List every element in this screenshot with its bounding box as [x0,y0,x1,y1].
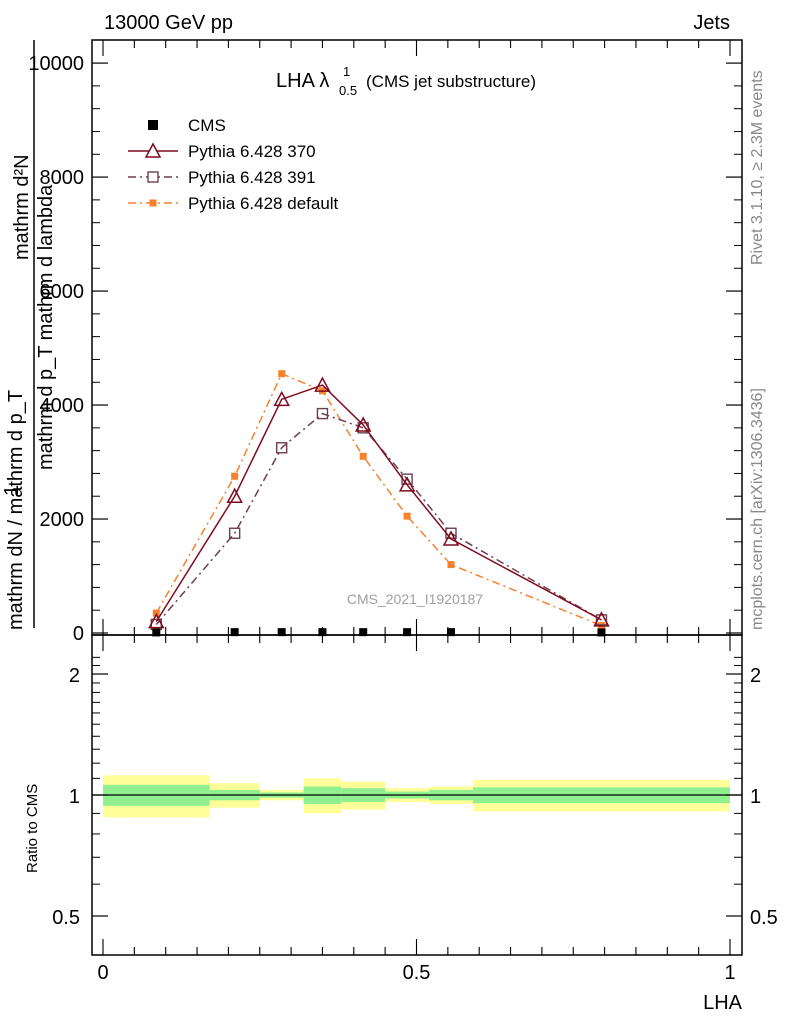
main-ytick-label: 8000 [40,167,85,189]
process-label: Jets [693,12,730,34]
series-pythia-6-428-391 [150,407,608,631]
ratio-ylabel: Ratio to CMS [24,784,41,873]
legend-label: Pythia 6.428 default [188,194,339,213]
main-axis-ticks: 0 2000 4000 6000 8000 10000 [28,40,742,645]
data-point [318,628,327,637]
xtick-label: 0 [97,962,108,984]
data-point [593,611,610,627]
data-point [403,628,412,637]
title-suffix: (CMS jet substructure) [366,72,536,91]
main-title: LHA λ 1 0.5 (CMS jet substructure) [276,64,536,98]
data-point [148,613,165,629]
main-ylabel: mathrm dN / mathrm d p_T 1 mathrm d²N ma… [1,40,57,630]
mcplots-label: mcplots.cern.ch [arXiv:1306.3436] [749,388,766,630]
data-point [359,452,367,460]
main-ytick-label: 2000 [40,509,85,531]
legend-item: Pythia 6.428 default [128,194,339,213]
data-point [359,628,368,637]
legend-label: Pythia 6.428 391 [188,168,316,187]
data-point [597,628,606,637]
ratio-ytick-label-right: 0.5 [750,907,778,929]
legend-item: CMS [148,116,226,135]
ylabel-prefix: 1 [1,485,23,496]
ratio-frame [91,634,743,956]
data-point [277,628,286,637]
series-pythia-6-428-370 [148,376,610,629]
ratio-ytick-label: 0.5 [52,907,80,929]
data-point [442,530,460,546]
ratio-ytick-label-right: 2 [750,665,761,687]
legend-label: Pythia 6.428 370 [188,142,316,161]
main-ytick-label: 4000 [40,395,85,417]
data-point [230,628,239,637]
main-ytick-label: 6000 [40,281,85,303]
main-ytick-label: 10000 [28,53,84,75]
data-point [278,370,286,378]
legend-marker [147,171,159,183]
data-point [354,416,372,432]
ratio-axis-ticks: 0.5 0.5 1 1 2 2 0 0.5 1 [52,635,778,984]
data-point [595,614,608,626]
title-superscript: 1 [343,64,350,79]
ylabel-denominator: mathrm d p_T mathrm d lambda [35,184,57,470]
data-point [231,472,239,480]
title-main: LHA λ [276,70,329,92]
legend: CMS Pythia 6.428 370 Pythia 6.428 391 Pythi… [128,116,339,213]
series-line [155,372,602,627]
data-point [403,512,411,520]
data-point [226,487,243,503]
ylabel-prefix2: mathrm dN / mathrm d p_T [5,390,27,630]
series-cms [152,628,606,637]
analysis-watermark: CMS_2021_I1920187 [347,591,483,607]
data-point [314,376,331,392]
xtick-label: 1 [724,962,735,984]
data-point [228,527,241,539]
main-ytick-label: 0 [73,623,84,645]
title-subscript: 0.5 [339,83,357,98]
rivet-label: Rivet 3.1.10, ≥ 2.3M events [749,70,766,265]
ylabel-numerator: mathrm d²N [11,154,33,260]
ratio-bands [92,775,742,818]
legend-marker [144,142,162,158]
legend-item: Pythia 6.428 391 [128,168,316,187]
legend-label: CMS [188,116,226,135]
data-point [446,628,455,637]
energy-label: 13000 GeV pp [104,12,233,34]
ratio-ytick-label: 2 [69,665,80,687]
legend-marker [149,199,157,207]
series-line [155,412,602,625]
legend-marker [148,120,158,130]
ratio-ytick-label: 1 [69,786,80,808]
data-point [398,476,416,492]
legend-item: Pythia 6.428 370 [128,142,316,161]
data-point [275,442,288,454]
data-point [316,407,329,420]
data-point [447,561,455,569]
ratio-ytick-label-right: 1 [750,786,761,808]
xtick-label: 0.5 [403,962,431,984]
xlabel: LHA [703,992,743,1014]
data-point [273,390,290,407]
series-line [155,384,602,622]
main-series [148,370,610,637]
data-point [152,628,161,637]
